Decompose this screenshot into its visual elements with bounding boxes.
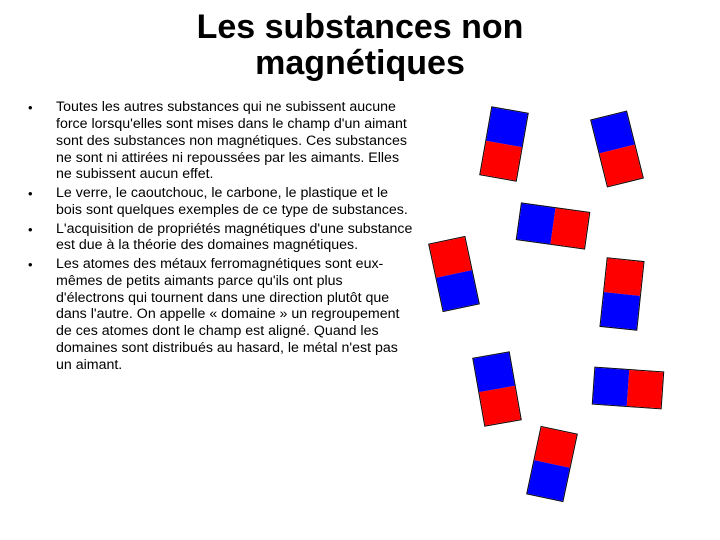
- domain-half: [479, 386, 520, 426]
- domain-half: [436, 271, 478, 312]
- domain-half: [604, 259, 643, 297]
- domain-half: [593, 368, 629, 406]
- domain-half: [601, 292, 640, 330]
- magnetic-domain: [516, 203, 591, 250]
- slide: Les substances non magnétiques •Toutes l…: [0, 0, 720, 540]
- bullet-item: •Toutes les autres substances qui ne sub…: [28, 99, 413, 183]
- bullet-text: L'acquisition de propriétés magnétiques …: [56, 221, 413, 255]
- bullet-item: •Le verre, le caoutchouc, le carbone, le…: [28, 185, 413, 219]
- domain-half: [627, 370, 663, 408]
- title-line-1: Les substances non: [28, 10, 692, 46]
- title-line-2: magnétiques: [28, 46, 692, 82]
- magnetic-domain: [472, 352, 522, 428]
- domain-half: [527, 461, 569, 502]
- magnetic-domain: [428, 236, 480, 312]
- magnetic-domain: [479, 107, 529, 183]
- bullet-marker: •: [28, 256, 56, 373]
- domain-half: [600, 145, 643, 187]
- body-row: •Toutes les autres substances qui ne sub…: [28, 99, 692, 375]
- magnetic-domain: [592, 367, 664, 410]
- domain-half: [517, 204, 556, 244]
- bullet-text: Toutes les autres substances qui ne subi…: [56, 99, 413, 183]
- domain-diagram: [423, 99, 692, 375]
- domain-half: [480, 141, 521, 181]
- text-column: •Toutes les autres substances qui ne sub…: [28, 99, 423, 375]
- bullet-marker: •: [28, 221, 56, 255]
- magnetic-domain: [526, 426, 578, 502]
- bullet-marker: •: [28, 185, 56, 219]
- domain-half: [550, 209, 589, 249]
- bullet-marker: •: [28, 99, 56, 183]
- bullet-item: •L'acquisition de propriétés magnétiques…: [28, 221, 413, 255]
- magnetic-domain: [599, 258, 644, 332]
- bullet-text: Le verre, le caoutchouc, le carbone, le …: [56, 185, 413, 219]
- bullet-text: Les atomes des métaux ferromagnétiques s…: [56, 256, 413, 373]
- bullet-item: •Les atomes des métaux ferromagnétiques …: [28, 256, 413, 373]
- magnetic-domain: [590, 111, 644, 188]
- slide-title: Les substances non magnétiques: [28, 10, 692, 81]
